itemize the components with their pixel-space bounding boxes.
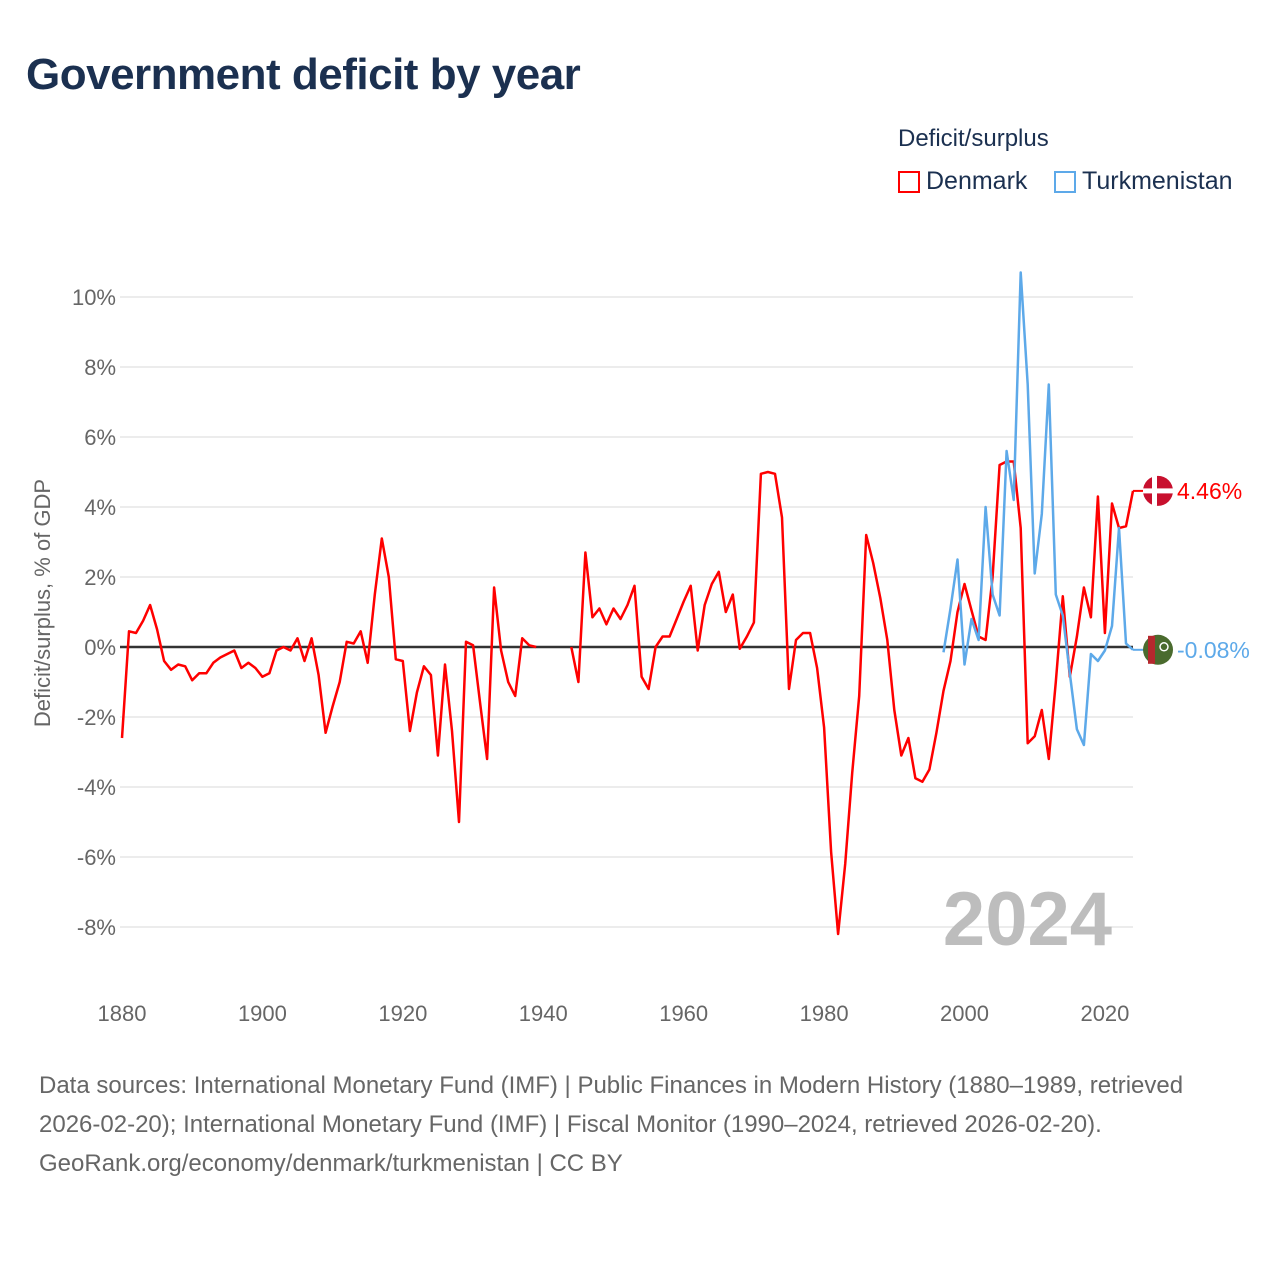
series-line-denmark [120,460,1135,936]
y-tick-label: 0% [84,635,116,660]
y-tick-label: 10% [72,285,116,310]
y-axis-label: Deficit/surplus, % of GDP [30,479,55,727]
x-tick-label: 2020 [1080,1001,1129,1026]
x-tick-label: 1920 [378,1001,427,1026]
legend-item-turkmenistan[interactable]: Turkmenistan [1054,167,1233,196]
year-watermark: 2024 [943,877,1112,962]
x-tick-label: 1960 [659,1001,708,1026]
legend-title: Deficit/surplus [898,125,1049,152]
credit-link[interactable]: GeoRank.org/economy/denmark/turkmenistan… [39,1150,623,1177]
denmark-flag-icon [1152,475,1157,506]
x-tick-label: 1880 [98,1001,147,1026]
y-tick-label: -8% [77,915,116,940]
series-line-turkmenistan [942,271,1134,747]
x-tick-label: 1940 [519,1001,568,1026]
legend-swatch [898,170,920,193]
turkmenistan-flag-icon [1159,642,1169,652]
y-tick-label: 6% [84,425,116,450]
turkmenistan-flag-icon [1143,634,1173,665]
y-tick-label: 2% [84,565,116,590]
legend-label: Denmark [926,167,1028,195]
legend-item-denmark[interactable]: Denmark [898,167,1027,196]
denmark-flag-icon [1143,488,1173,494]
legend-label: Turkmenistan [1082,167,1233,195]
y-tick-label: 4% [84,495,116,520]
y-tick-label: -6% [77,845,116,870]
y-tick-label: -2% [77,705,116,730]
end-value-label: 4.46% [1177,478,1242,504]
x-tick-label: 1900 [238,1001,287,1026]
end-value-label: -0.08% [1177,637,1250,663]
footer: Data sources: International Monetary Fun… [39,1066,1239,1183]
legend-swatch [1054,170,1076,193]
y-tick-label: -4% [77,775,116,800]
y-tick-label: 8% [84,355,116,380]
data-sources: Data sources: International Monetary Fun… [39,1072,1184,1138]
x-tick-label: 2000 [940,1001,989,1026]
turkmenistan-flag-icon [1148,635,1155,664]
page-title: Government deficit by year [26,50,581,99]
x-tick-label: 1980 [800,1001,849,1026]
